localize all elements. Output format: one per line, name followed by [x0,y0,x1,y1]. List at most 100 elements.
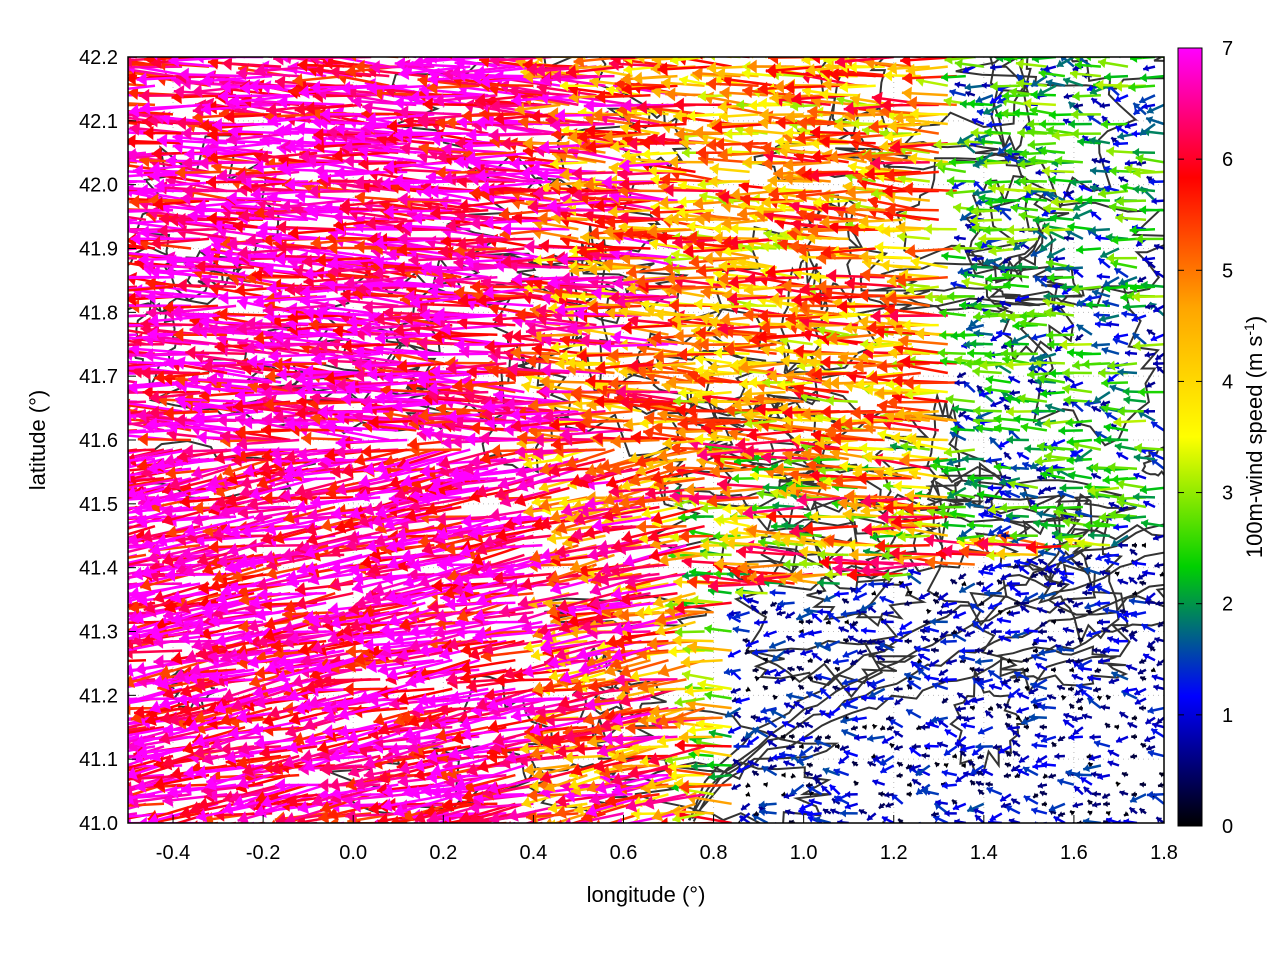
wind-vector-head [1023,795,1031,803]
wind-vector-head [72,608,83,622]
wind-vector-head [414,810,426,823]
wind-vector-head [82,475,93,489]
wind-vector-head [557,824,568,838]
wind-vector-head [686,791,697,805]
wind-vector-head [1106,817,1113,823]
wind-vector-head [805,618,811,625]
wind-vector-head [894,685,899,693]
wind-vector-head [840,809,846,818]
wind-vector-head [1053,816,1060,823]
wind-vector-shaft [128,602,129,605]
wind-vector-head [581,809,593,823]
wind-vector-shaft [455,620,525,624]
contour-line [989,57,1032,153]
wind-vector-head [872,724,878,730]
wind-vector-head [519,742,530,755]
wind-vector-head [799,743,804,750]
wind-vector-head [990,814,997,821]
wind-vector-head [608,827,620,841]
wind-vector-shaft [128,660,129,662]
wind-vector-head [952,799,958,805]
wind-vector-head [650,825,661,838]
wind-vector-head [1129,807,1136,814]
wind-vector-head [91,722,102,736]
wind-vector-head [128,817,131,823]
wind-vector-head [1054,752,1060,760]
wind-vector-head [85,608,97,621]
wind-vector-head [113,518,125,531]
wind-vector-head [75,714,85,728]
wind-vector-head [921,752,927,759]
wind-vector-head [526,809,537,823]
wind-vector-head [80,539,91,553]
wind-vector-head [98,772,109,786]
wind-vector-shaft [476,821,489,823]
wind-vector-shaft [208,821,219,823]
wind-vector-shaft [436,821,444,823]
wind-vector-head [882,816,889,823]
contour-line [1141,446,1164,477]
wind-vector-head [74,463,85,477]
wind-vector-head [489,825,500,839]
wind-vector-shaft [456,821,462,823]
wind-vector-head [121,824,133,837]
wind-vector-head [731,473,739,484]
wind-vector-head [616,817,623,823]
wind-vector-shaft [305,821,318,823]
wind-vector-head [109,525,121,538]
wind-vector-head [877,694,884,703]
wind-vector-head [789,819,794,823]
wind-vectors [62,57,1164,847]
wind-vector-head [813,816,821,823]
wind-vector-head [281,822,282,823]
wind-vector-head [428,822,430,823]
wind-vector-head [547,532,557,545]
wind-vector-head [740,814,747,821]
wind-vector-head [1155,600,1161,607]
contour-line [992,57,1139,211]
wind-vector-head [215,822,216,823]
wind-vector-head [114,790,126,803]
wind-vector-head [975,815,982,822]
wind-vector-head [808,798,815,806]
wind-vector-head [764,826,771,833]
wind-vector-shaft [128,612,129,614]
wind-vector-shaft [128,794,129,796]
wind-vector-head [394,834,406,847]
wind-vector-head [1139,781,1145,788]
wind-vector-head [976,580,981,587]
wind-vector-head [862,724,867,731]
wind-vector-head [1034,821,1037,823]
wind-vector-head [1106,810,1111,817]
wind-vector-shaft [614,821,624,823]
wind-vector-head [861,627,867,635]
wind-vector-shaft [1071,821,1074,823]
wind-vector-head [62,539,73,553]
wind-vector-head [82,774,93,788]
wind-vector-head [1010,464,1017,473]
wind-vector-head [132,503,143,518]
wind-vector-head [555,805,567,819]
wind-vector-head [72,668,84,681]
wind-vector-head [878,803,885,809]
wind-vector-head [985,781,991,788]
wind-vector-shaft [488,812,552,822]
wind-vector-shaft [507,802,570,819]
wind-vector-head [1139,705,1144,712]
wind-vector-head [1049,804,1057,812]
wind-vector-head [1089,733,1095,741]
wind-vector-shaft [448,821,453,823]
wind-vector-head [1005,805,1013,813]
wind-vector-head [468,811,480,823]
wind-vector-head [1058,811,1064,817]
wind-vector-head [1131,542,1137,549]
wind-vector-head [70,717,82,730]
contour-line [691,621,1164,820]
wind-vector-head [1051,742,1057,748]
wind-vector-head [80,540,90,554]
wind-vector-head [110,733,120,747]
wind-vector-head [867,814,874,821]
wind-vector-head [1147,790,1153,799]
wind-vector-head [254,804,267,818]
wind-vector-head [1097,618,1104,626]
